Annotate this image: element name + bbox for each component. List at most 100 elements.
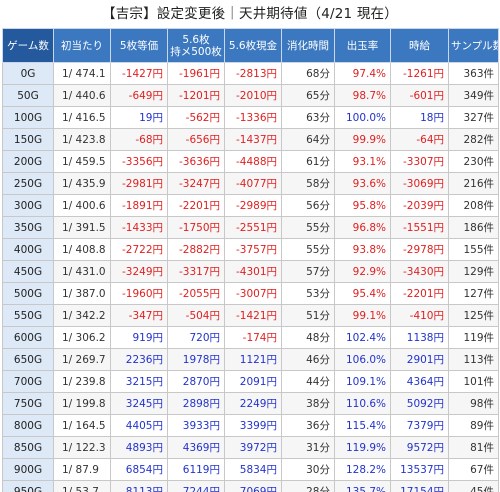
cell-games: 300G	[2, 194, 54, 217]
cell-5-coin-equal: -2981円	[110, 172, 168, 195]
cell-5-coin-equal: -1891円	[110, 194, 168, 217]
cell-5-coin-equal: 8113円	[110, 480, 168, 492]
cell-payout-rate: 135.7%	[334, 480, 391, 492]
header-row: ゲーム数 初当たり 5枚等価 5.6枚 持メ500枚 5.6枚現金 消化時間 出玉…	[2, 28, 499, 63]
table-row: 300G 1/ 400.6 -1891円 -2201円 -2989円 56分 95.8% -2…	[2, 194, 499, 217]
cell-payout-rate: 95.4%	[334, 282, 391, 305]
cell-first-hit: 1/ 239.8	[53, 370, 111, 393]
cell-56-coin-cash: 3972円	[224, 436, 282, 459]
cell-samples: 155件	[448, 238, 499, 261]
cell-56-coin-500-held: -1750円	[167, 216, 225, 239]
cell-56-coin-cash: 7069円	[224, 480, 282, 492]
cell-hourly: 5092円	[390, 392, 449, 415]
cell-samples: 98件	[448, 392, 499, 415]
cell-samples: 208件	[448, 194, 499, 217]
cell-payout-rate: 99.1%	[334, 304, 391, 327]
cell-5-coin-equal: 3245円	[110, 392, 168, 415]
cell-play-time: 48分	[281, 326, 335, 349]
cell-payout-rate: 115.4%	[334, 414, 391, 437]
cell-games: 700G	[2, 370, 54, 393]
cell-5-coin-equal: 4893円	[110, 436, 168, 459]
cell-play-time: 68分	[281, 62, 335, 85]
cell-5-coin-equal: -1960円	[110, 282, 168, 305]
cell-games: 850G	[2, 436, 54, 459]
cell-first-hit: 1/ 122.3	[53, 436, 111, 459]
expected-value-table: ゲーム数 初当たり 5枚等価 5.6枚 持メ500枚 5.6枚現金 消化時間 出玉…	[2, 28, 499, 492]
cell-samples: 129件	[448, 260, 499, 283]
cell-hourly: -2978円	[390, 238, 449, 261]
cell-56-coin-500-held: -656円	[167, 128, 225, 151]
cell-payout-rate: 119.9%	[334, 436, 391, 459]
header-play-time: 消化時間	[281, 28, 335, 63]
cell-samples: 67件	[448, 458, 499, 481]
cell-56-coin-500-held: 2870円	[167, 370, 225, 393]
cell-games: 750G	[2, 392, 54, 415]
cell-56-coin-cash: 5834円	[224, 458, 282, 481]
cell-first-hit: 1/ 87.9	[53, 458, 111, 481]
cell-56-coin-cash: 1121円	[224, 348, 282, 371]
cell-payout-rate: 128.2%	[334, 458, 391, 481]
cell-games: 250G	[2, 172, 54, 195]
cell-games: 450G	[2, 260, 54, 283]
cell-hourly: -601円	[390, 84, 449, 107]
cell-games: 350G	[2, 216, 54, 239]
cell-hourly: -64円	[390, 128, 449, 151]
table-row: 50G 1/ 440.6 -649円 -1201円 -2010円 65分 98.7% -601…	[2, 84, 499, 107]
cell-games: 900G	[2, 458, 54, 481]
cell-games: 150G	[2, 128, 54, 151]
cell-payout-rate: 95.8%	[334, 194, 391, 217]
table-row: 100G 1/ 416.5 19円 -562円 -1336円 63分 100.0% 18円 32…	[2, 106, 499, 129]
cell-games: 50G	[2, 84, 54, 107]
cell-56-coin-500-held: 1978円	[167, 348, 225, 371]
cell-play-time: 57分	[281, 260, 335, 283]
cell-first-hit: 1/ 408.8	[53, 238, 111, 261]
table-title: 【吉宗】設定変更後｜天井期待値（4/21 現在）	[102, 6, 398, 22]
cell-56-coin-500-held: -2055円	[167, 282, 225, 305]
cell-games: 650G	[2, 348, 54, 371]
cell-5-coin-equal: -347円	[110, 304, 168, 327]
cell-first-hit: 1/ 474.1	[53, 62, 111, 85]
cell-payout-rate: 97.4%	[334, 62, 391, 85]
cell-hourly: -3307円	[390, 150, 449, 173]
cell-play-time: 46分	[281, 348, 335, 371]
cell-56-coin-cash: -3757円	[224, 238, 282, 261]
cell-first-hit: 1/ 269.7	[53, 348, 111, 371]
cell-payout-rate: 109.1%	[334, 370, 391, 393]
cell-payout-rate: 102.4%	[334, 326, 391, 349]
cell-samples: 327件	[448, 106, 499, 129]
cell-play-time: 28分	[281, 480, 335, 492]
cell-5-coin-equal: 2236円	[110, 348, 168, 371]
cell-first-hit: 1/ 53.7	[53, 480, 111, 492]
header-payout-rate: 出玉率	[334, 28, 391, 63]
table-row: 700G 1/ 239.8 3215円 2870円 2091円 44分 109.1% 4364…	[2, 370, 499, 393]
cell-hourly: -1261円	[390, 62, 449, 85]
cell-hourly: -2039円	[390, 194, 449, 217]
cell-play-time: 38分	[281, 392, 335, 415]
cell-payout-rate: 96.8%	[334, 216, 391, 239]
cell-games: 550G	[2, 304, 54, 327]
cell-5-coin-equal: -68円	[110, 128, 168, 151]
cell-hourly: 2901円	[390, 348, 449, 371]
cell-56-coin-cash: -174円	[224, 326, 282, 349]
cell-payout-rate: 93.1%	[334, 150, 391, 173]
cell-5-coin-equal: 19円	[110, 106, 168, 129]
cell-first-hit: 1/ 431.0	[53, 260, 111, 283]
cell-samples: 230件	[448, 150, 499, 173]
cell-play-time: 53分	[281, 282, 335, 305]
header-56-coin-500-held: 5.6枚 持メ500枚	[167, 28, 225, 63]
cell-5-coin-equal: -1433円	[110, 216, 168, 239]
cell-samples: 127件	[448, 282, 499, 305]
cell-56-coin-cash: -4077円	[224, 172, 282, 195]
cell-56-coin-500-held: 4369円	[167, 436, 225, 459]
table-row: 350G 1/ 391.5 -1433円 -1750円 -2551円 55分 96.8% -1…	[2, 216, 499, 239]
table-row: 600G 1/ 306.2 919円 720円 -174円 48分 102.4% 1138円 1…	[2, 326, 499, 349]
cell-payout-rate: 99.9%	[334, 128, 391, 151]
cell-5-coin-equal: 3215円	[110, 370, 168, 393]
cell-samples: 89件	[448, 414, 499, 437]
cell-56-coin-cash: -2989円	[224, 194, 282, 217]
cell-56-coin-cash: 3399円	[224, 414, 282, 437]
cell-first-hit: 1/ 164.5	[53, 414, 111, 437]
table-row: 950G 1/ 53.7 8113円 7244円 7069円 28分 135.7% 17154…	[2, 480, 499, 492]
cell-first-hit: 1/ 423.8	[53, 128, 111, 151]
cell-hourly: -3430円	[390, 260, 449, 283]
